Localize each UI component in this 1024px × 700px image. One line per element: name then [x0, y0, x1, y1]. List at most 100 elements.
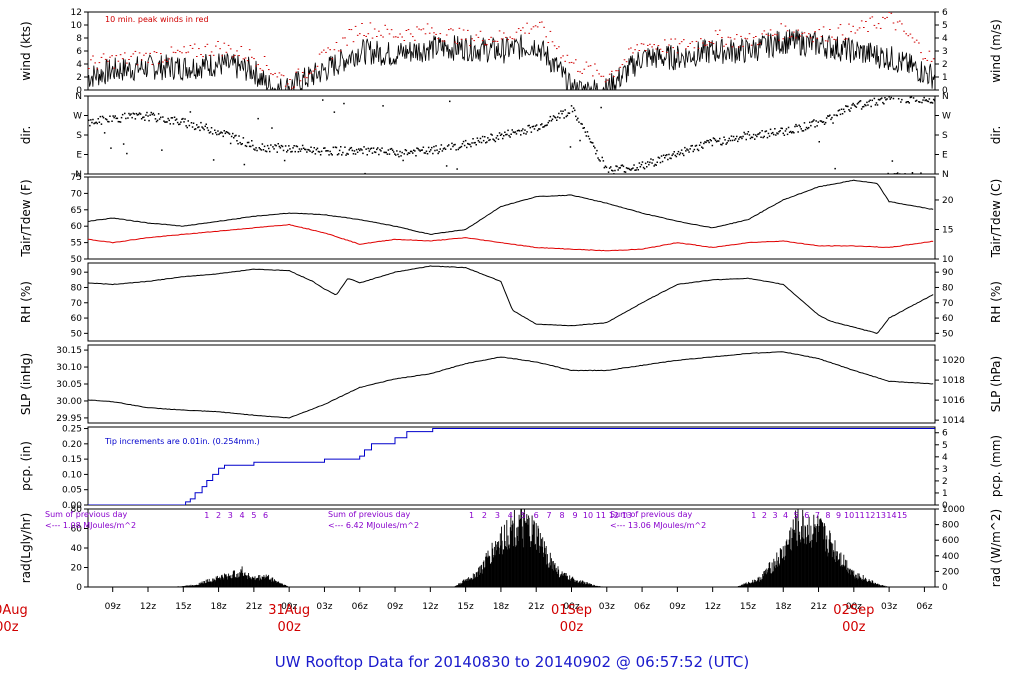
dir-mark — [446, 145, 449, 147]
wind-mean-line — [88, 29, 935, 90]
rad-right-tick-label: 200 — [942, 567, 959, 577]
wind-peak-mark — [310, 72, 312, 74]
dir-mark — [815, 120, 817, 122]
dir-mark — [582, 127, 584, 129]
dir-mark — [878, 99, 881, 101]
dir-mark — [432, 152, 434, 155]
dir-mark — [750, 136, 753, 138]
temp-data — [88, 179, 934, 252]
dir-mark — [834, 167, 836, 170]
dir-left-tick-label: S — [76, 131, 82, 141]
dir-mark — [489, 138, 491, 141]
wind-peak-mark — [704, 44, 706, 46]
wind-peak-mark — [676, 52, 679, 54]
dir-mark — [559, 117, 561, 119]
dir-mark — [822, 121, 825, 123]
x-tick-label: 06z — [352, 602, 368, 612]
wind-peak-mark — [772, 34, 774, 36]
rad-left-tick-label: 40 — [71, 544, 83, 554]
dir-mark — [606, 173, 609, 174]
dir-mark — [730, 135, 733, 137]
dir-mark — [928, 98, 931, 100]
wind-peak-mark — [340, 50, 342, 52]
wind-peak-mark — [581, 72, 583, 74]
dir-mark — [690, 145, 692, 147]
dir-mark — [111, 120, 113, 122]
wind-peak-mark — [223, 42, 226, 44]
dir-mark — [556, 119, 558, 121]
dir-mark — [190, 122, 193, 124]
temp-right-tick-label: 15 — [942, 225, 953, 235]
dir-mark — [289, 148, 291, 150]
wind-peak-mark — [803, 32, 806, 34]
dir-mark — [856, 103, 859, 105]
wind-peak-mark — [520, 29, 522, 31]
wind-peak-mark — [795, 37, 797, 39]
rad-ylabel-left: rad(Lgly/hr) — [19, 513, 33, 584]
slp-left-tick-label: 30.10 — [56, 363, 82, 373]
dir-mark — [794, 125, 796, 128]
dir-mark — [259, 148, 261, 150]
wind-peak-mark — [649, 43, 651, 45]
dir-mark — [665, 154, 667, 157]
dir-mark — [804, 128, 807, 131]
dir-mark — [471, 142, 473, 144]
wind-peak-mark — [879, 27, 882, 29]
wind-peak-mark — [592, 75, 594, 77]
rh-data — [88, 265, 934, 334]
dir-mark — [524, 129, 526, 131]
dir-mark — [360, 148, 362, 150]
dir-mark — [727, 140, 729, 142]
dir-mark — [914, 100, 917, 102]
wind-peak-mark — [399, 33, 401, 35]
dir-mark — [711, 144, 714, 147]
wind-peak-mark — [896, 21, 899, 23]
dir-mark — [438, 151, 440, 153]
wind-peak-mark — [814, 31, 816, 33]
wind-left-tick-label: 6 — [76, 47, 82, 57]
wind-peak-mark — [829, 29, 831, 30]
dir-mark — [454, 143, 456, 146]
dir-mark — [331, 154, 333, 156]
dir-mark — [128, 112, 130, 115]
dir-mark — [138, 112, 141, 114]
wind-right-tick-label: 1 — [942, 73, 948, 83]
dir-mark — [205, 123, 207, 125]
wind-peak-mark — [642, 43, 645, 45]
wind-peak-mark — [435, 33, 437, 35]
dir-mark — [879, 98, 882, 100]
dir-mark — [922, 99, 924, 101]
rh-left-tick-label: 90 — [71, 268, 83, 278]
dir-mark — [812, 120, 814, 122]
dir-mark — [859, 100, 862, 102]
dir-mark — [235, 134, 237, 137]
wind-peak-mark — [511, 38, 514, 40]
wind-peak-mark — [388, 33, 391, 35]
dir-mark — [680, 149, 683, 151]
dir-mark — [329, 150, 331, 153]
dir-mark — [238, 135, 240, 137]
wind-peak-mark — [361, 23, 363, 24]
dir-mark — [311, 151, 313, 154]
dir-mark — [186, 126, 188, 129]
dir-mark — [367, 147, 369, 150]
wind-peak-mark — [454, 41, 456, 43]
pcp-step-line — [88, 428, 935, 505]
rad-left-tick-label: 60 — [71, 525, 83, 535]
wind-peak-mark — [903, 30, 905, 32]
dir-mark — [651, 162, 653, 164]
wind-peak-mark — [244, 57, 247, 59]
wind-peak-mark — [500, 38, 503, 40]
wind-peak-mark — [276, 76, 279, 78]
dir-mark — [733, 139, 736, 141]
dir-mark — [847, 105, 849, 108]
rad-hour-marker: 4 — [783, 511, 788, 520]
dir-mark — [99, 115, 102, 118]
wind-peak-mark — [439, 33, 442, 35]
dir-mark — [338, 149, 341, 152]
wind-peak-mark — [359, 33, 361, 35]
wind-peak-mark — [661, 51, 664, 52]
x-tick-label: 06z — [916, 602, 932, 612]
wind-peak-mark — [596, 69, 598, 71]
